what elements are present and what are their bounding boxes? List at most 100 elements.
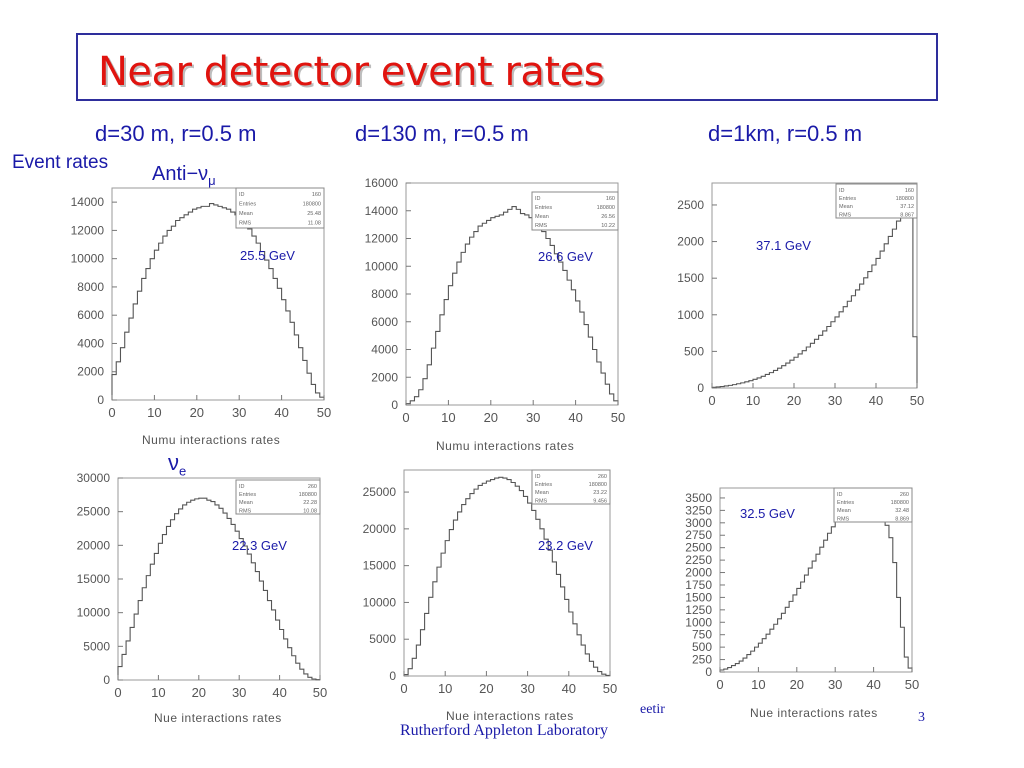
chart-6-stats-box xyxy=(833,487,913,523)
chart-2-stats-key: ID xyxy=(535,196,541,202)
chart-6-ytick-label: 1000 xyxy=(685,615,712,629)
chart-4-stats-box xyxy=(235,479,321,515)
chart-4-xlabel: Nue interactions rates xyxy=(154,711,282,725)
chart-4-ytick-label: 15000 xyxy=(77,572,111,586)
chart-4-stats-value: 10.08 xyxy=(303,508,317,514)
chart-1-ytick-label: 0 xyxy=(97,393,104,407)
chart-6-ytick-label: 2750 xyxy=(685,528,712,542)
peak-label-5: 23.2 GeV xyxy=(538,538,593,553)
chart-3-stats-key: ID xyxy=(839,188,845,194)
chart-6-ytick-label: 2250 xyxy=(685,553,712,567)
chart-3-xtick-label: 30 xyxy=(828,393,842,408)
chart-1-ytick-label: 2000 xyxy=(77,365,104,379)
chart-3-stats-value: 8.867 xyxy=(900,212,914,218)
chart-2-xtick-label: 20 xyxy=(484,410,498,425)
chart-1-xtick-label: 0 xyxy=(108,405,115,420)
chart-1-xtick-label: 20 xyxy=(190,405,204,420)
chart-3-frame xyxy=(711,182,918,389)
page-title: Near detector event rates xyxy=(98,49,605,95)
chart-3-ytick-label: 2500 xyxy=(677,198,704,212)
title-box: Near detector event rates xyxy=(76,33,938,101)
chart-5-stats-value: 9.456 xyxy=(593,498,607,504)
chart-2-xtick-label: 10 xyxy=(441,410,455,425)
chart-6-xtick-label: 50 xyxy=(905,677,919,692)
chart-4-ytick-label: 20000 xyxy=(77,538,111,552)
chart-6-ytick-label: 1500 xyxy=(685,590,712,604)
chart-2-ytick-label: 6000 xyxy=(371,315,398,329)
chart-3-xtick-label: 20 xyxy=(787,393,801,408)
nue-label: νe xyxy=(168,450,186,478)
chart-5-stats-value: 180800 xyxy=(589,482,607,488)
column-header-30m: d=30 m, r=0.5 m xyxy=(95,121,257,146)
chart-6-ytick-label: 250 xyxy=(692,653,712,667)
chart-6-xtick-label: 0 xyxy=(716,677,723,692)
nue-text: ν xyxy=(168,450,179,475)
chart-5-stats-value: 23.22 xyxy=(593,490,607,496)
anti-numu-subscript: μ xyxy=(208,173,216,188)
chart-1-stats-value: 180800 xyxy=(303,202,321,208)
peak-label-4: 22.3 GeV xyxy=(232,538,287,553)
chart-2-ytick-label: 0 xyxy=(391,398,398,412)
chart-3-ytick-label: 500 xyxy=(684,344,704,358)
chart-5-ytick-label: 10000 xyxy=(363,595,397,609)
peak-label-3: 37.1 GeV xyxy=(756,238,811,253)
chart-2-stats-key: Mean xyxy=(535,214,549,220)
chart-2-xtick-label: 50 xyxy=(611,410,625,425)
chart-4-stats-key: Entries xyxy=(239,492,256,498)
chart-6-xtick-label: 20 xyxy=(790,677,804,692)
chart-2-xtick-label: 40 xyxy=(568,410,582,425)
chart-6-xtick-label: 40 xyxy=(866,677,880,692)
chart-5-xtick-label: 20 xyxy=(479,681,493,696)
chart-1-ytick-label: 8000 xyxy=(77,280,104,294)
chart-1-ytick-label: 6000 xyxy=(77,308,104,322)
chart-4-xtick-label: 0 xyxy=(114,685,121,700)
chart-2-stats-value: 160 xyxy=(606,196,615,202)
chart-2-stats-value: 180800 xyxy=(597,205,615,211)
chart-3-ytick-label: 1000 xyxy=(677,308,704,322)
chart-6-histogram xyxy=(719,500,913,672)
column-header-1km: d=1km, r=0.5 m xyxy=(708,121,863,146)
chart-3-stats-value: 160 xyxy=(905,188,914,194)
chart-1-histogram xyxy=(111,202,325,400)
chart-6-stats-key: RMS xyxy=(837,516,850,522)
chart-1-stats-box xyxy=(235,187,325,229)
chart-4-ytick-label: 30000 xyxy=(77,471,111,485)
chart-1-ytick-label: 10000 xyxy=(71,252,105,266)
chart-6-ytick-label: 3250 xyxy=(685,503,712,517)
chart-4-histogram xyxy=(117,497,321,681)
chart-5-stats-box xyxy=(531,469,611,505)
chart-2-stats-key: RMS xyxy=(535,223,548,229)
chart-6-xlabel: Nue interactions rates xyxy=(750,706,878,720)
chart-2-stats-value: 26.56 xyxy=(601,214,615,220)
chart-4-ytick-label: 0 xyxy=(103,673,110,687)
chart-4-stats-value: 22.28 xyxy=(303,500,317,506)
chart-5-stats-key: RMS xyxy=(535,498,548,504)
chart-6-ytick-label: 3000 xyxy=(685,516,712,530)
chart-2-stats-box xyxy=(531,191,619,231)
chart-4-xtick-label: 30 xyxy=(232,685,246,700)
chart-3-stats-box xyxy=(835,183,918,219)
chart-1-stats-value: 25.48 xyxy=(307,211,321,217)
chart-3-stats-key: Entries xyxy=(839,196,856,202)
chart-4-stats-value: 180800 xyxy=(299,492,317,498)
chart-5-xtick-label: 40 xyxy=(562,681,576,696)
anti-numu-text: Anti−ν xyxy=(152,163,209,185)
chart-1-stats-value: 11.08 xyxy=(308,221,321,227)
chart-4-ytick-label: 25000 xyxy=(77,505,111,519)
chart-4-xtick-label: 20 xyxy=(192,685,206,700)
chart-1-stats-key: ID xyxy=(239,192,245,198)
chart-2-ytick-label: 12000 xyxy=(365,232,399,246)
chart-6-ytick-label: 500 xyxy=(692,640,712,654)
chart-2-stats-value: 10.22 xyxy=(601,223,615,229)
chart-1-xtick-label: 10 xyxy=(147,405,161,420)
chart-5-ytick-label: 20000 xyxy=(363,522,397,536)
nue-subscript: e xyxy=(179,463,187,479)
chart-2-ytick-label: 10000 xyxy=(365,259,399,273)
chart-1-stats-value: 160 xyxy=(312,192,321,198)
peak-label-2: 26.6 GeV xyxy=(538,249,593,264)
footer-fragment-right: 3 xyxy=(918,710,925,725)
chart-3-ytick-label: 1500 xyxy=(677,271,704,285)
column-header-130m: d=130 m, r=0.5 m xyxy=(355,121,529,146)
chart-3-xtick-label: 40 xyxy=(869,393,883,408)
chart-3-xtick-label: 0 xyxy=(708,393,715,408)
